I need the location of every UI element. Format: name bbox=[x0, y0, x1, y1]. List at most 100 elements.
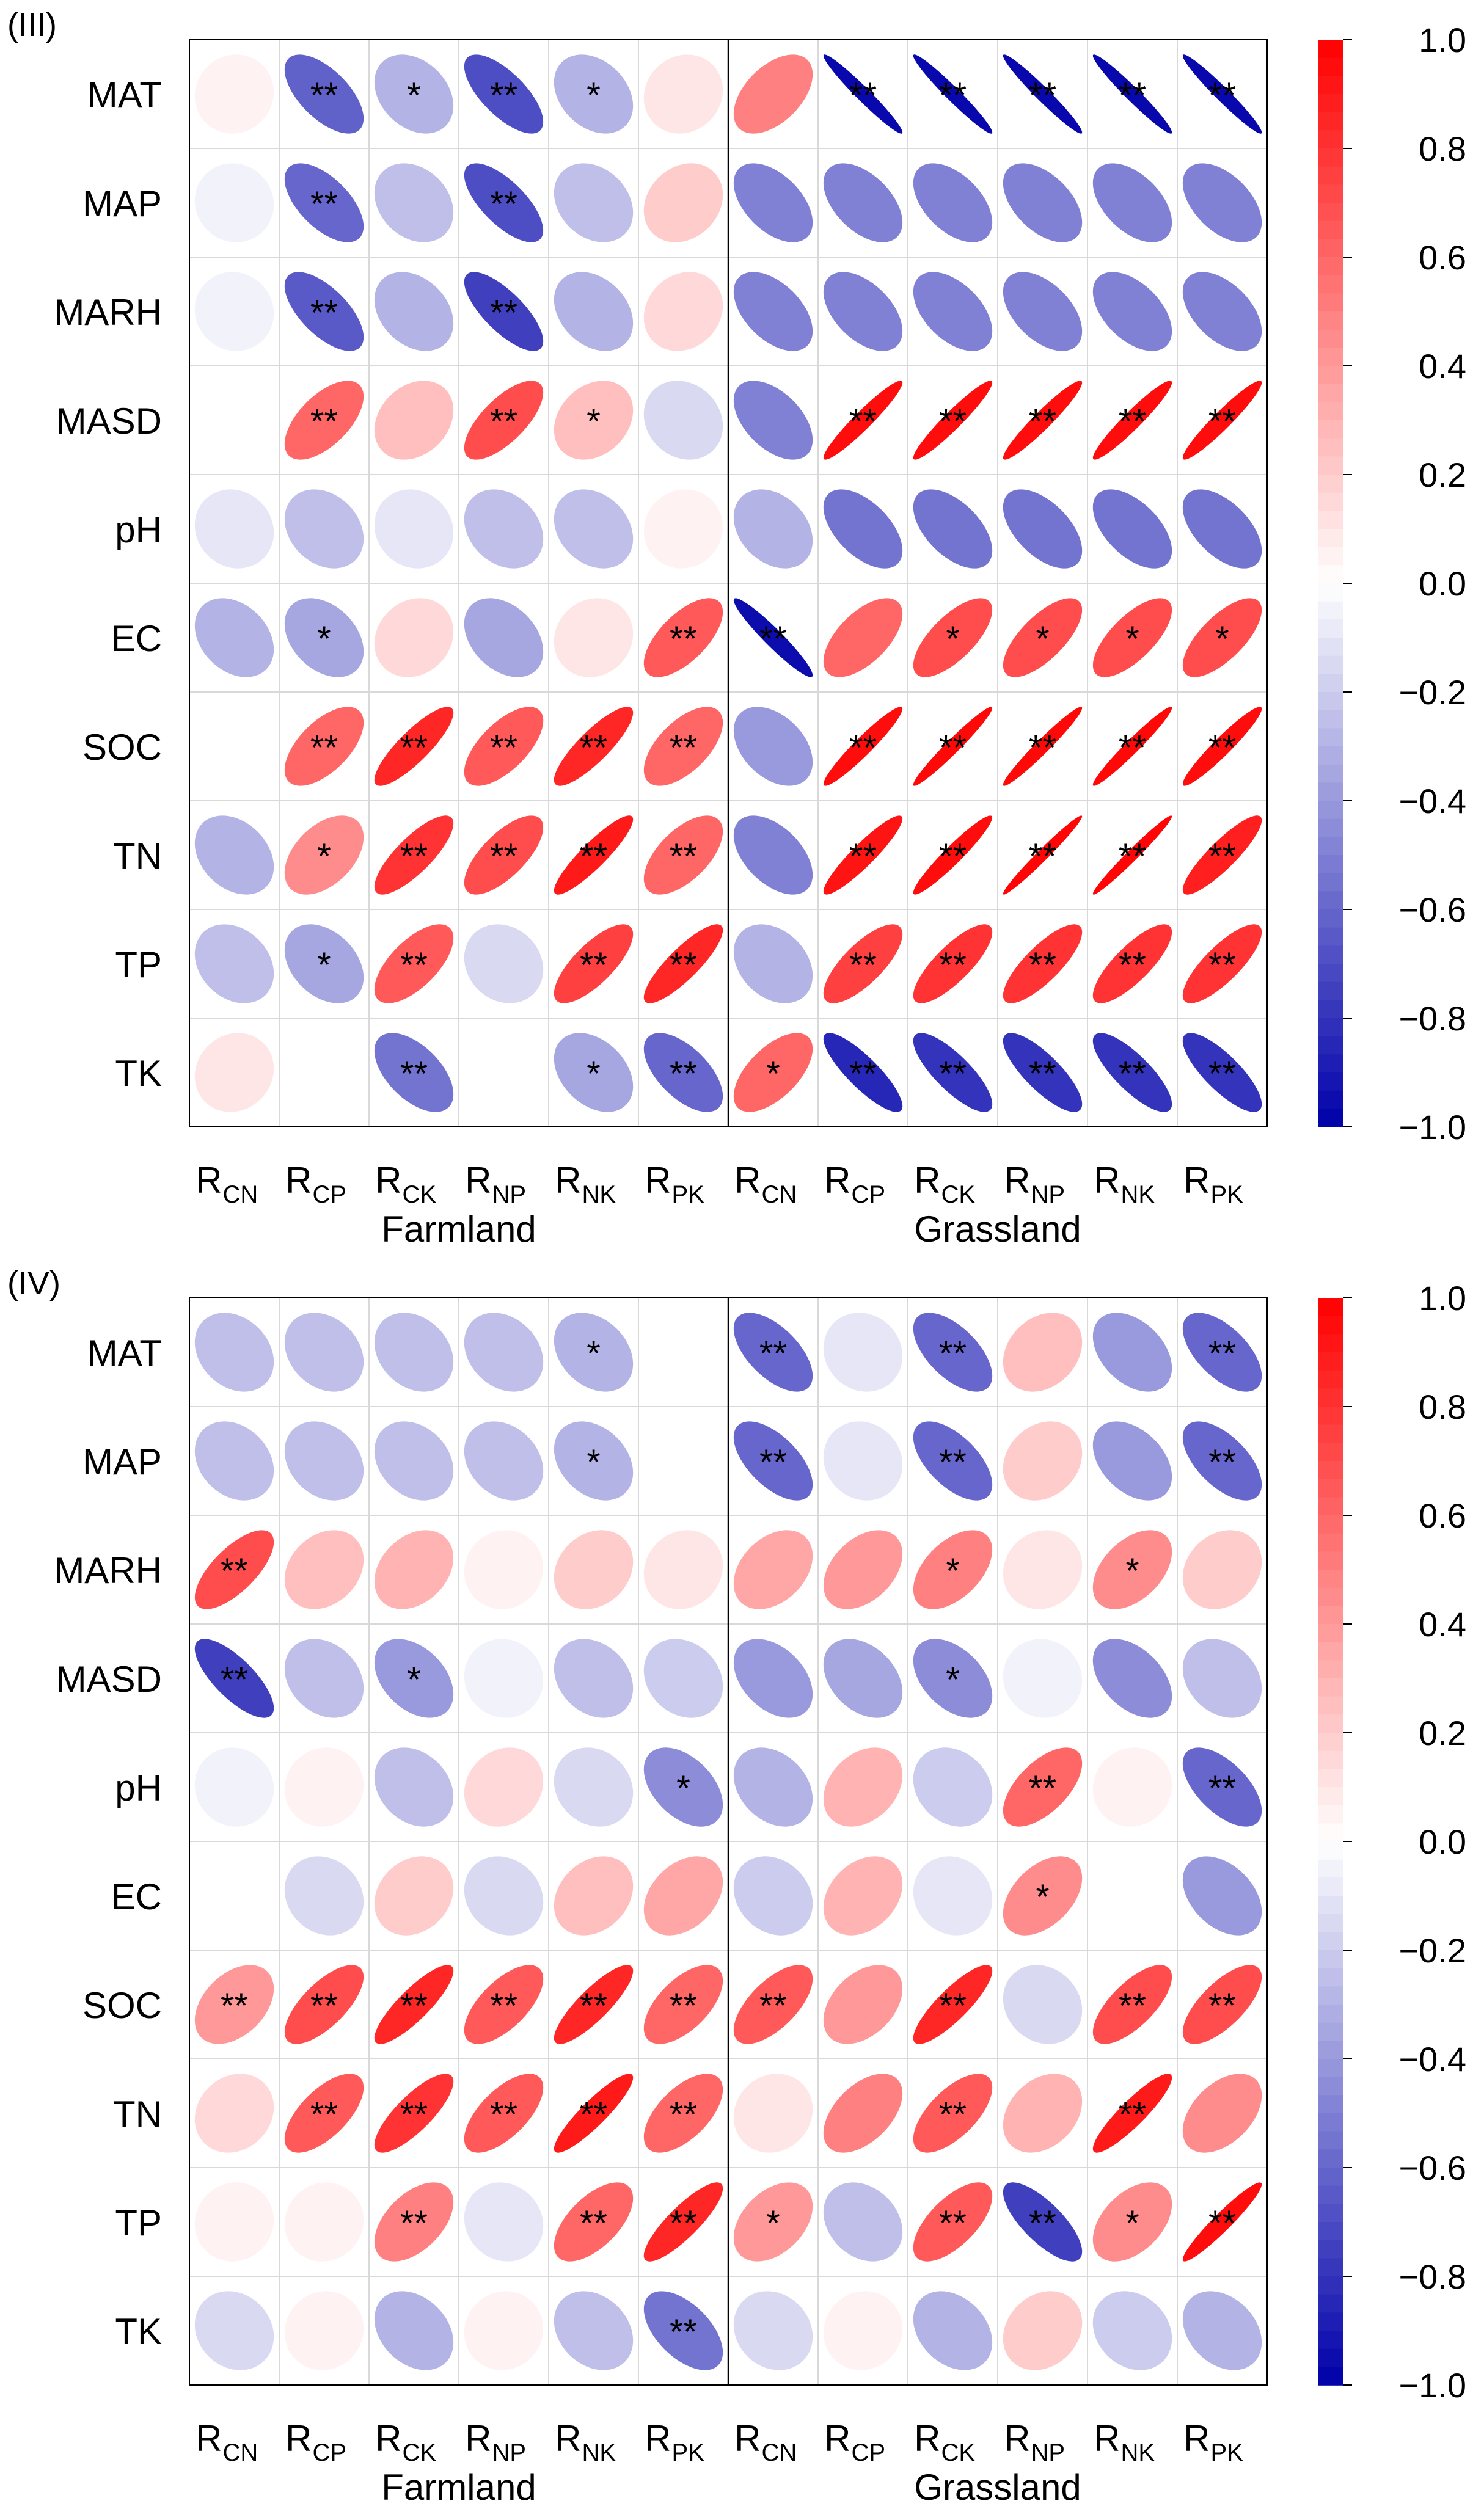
column-label-base: R bbox=[645, 2418, 671, 2459]
correlation-ellipse bbox=[823, 1965, 903, 2044]
colorbar-tick-label: 0.0 bbox=[1419, 564, 1466, 603]
colorbar-step bbox=[1318, 130, 1343, 149]
row-label: MAT bbox=[87, 1333, 162, 1374]
group-label: Grassland bbox=[914, 2467, 1081, 2508]
significance-mark: ** bbox=[400, 2095, 428, 2135]
significance-mark: ** bbox=[310, 2095, 338, 2135]
colorbar-step bbox=[1318, 1750, 1343, 1770]
correlation-ellipse bbox=[1182, 924, 1262, 1003]
significance-mark: ** bbox=[400, 1986, 428, 2026]
correlation-ellipse bbox=[464, 598, 544, 677]
column-label: R CK bbox=[375, 1160, 436, 1208]
significance-mark: * bbox=[587, 1334, 601, 1374]
significance-mark: ** bbox=[1208, 402, 1236, 442]
correlation-ellipse bbox=[823, 2074, 903, 2153]
colorbar-step bbox=[1318, 601, 1343, 621]
colorbar-step bbox=[1318, 1950, 1343, 1969]
significance-mark: ** bbox=[221, 1660, 248, 1700]
colorbar-step bbox=[1318, 818, 1343, 838]
significance-mark: ** bbox=[310, 728, 338, 768]
column-label-base: R bbox=[824, 1160, 850, 1201]
significance-mark: ** bbox=[490, 184, 517, 224]
correlation-ellipse bbox=[284, 707, 364, 786]
colorbar-step bbox=[1318, 57, 1343, 77]
correlation-ellipse bbox=[464, 1530, 544, 1609]
correlation-ellipse bbox=[1182, 1313, 1262, 1392]
correlation-ellipse bbox=[374, 1530, 454, 1609]
colorbar-step bbox=[1318, 1316, 1343, 1335]
correlation-ellipse bbox=[823, 1421, 903, 1501]
correlation-ellipse bbox=[1003, 1421, 1083, 1501]
correlation-ellipse bbox=[554, 2074, 634, 2153]
row-label: MARH bbox=[54, 1550, 162, 1591]
column-label-base: R bbox=[465, 1160, 491, 1201]
panel-label: (IV) bbox=[7, 1265, 60, 1302]
colorbar-step bbox=[1318, 782, 1343, 801]
column-label-base: R bbox=[1094, 1160, 1120, 1201]
colorbar-step bbox=[1318, 547, 1343, 566]
colorbar-step bbox=[1318, 348, 1343, 366]
column-label: R CN bbox=[196, 2418, 258, 2466]
correlation-ellipse bbox=[464, 1747, 544, 1827]
correlation-ellipse bbox=[913, 1033, 993, 1112]
colorbar-tick-label: 1.0 bbox=[1419, 1279, 1466, 1317]
significance-mark: ** bbox=[400, 728, 428, 768]
significance-mark: ** bbox=[939, 2204, 967, 2243]
correlation-ellipse bbox=[554, 489, 634, 569]
correlation-ellipse bbox=[194, 54, 274, 134]
colorbar-step bbox=[1318, 1461, 1343, 1480]
correlation-ellipse bbox=[1092, 1965, 1172, 2044]
row-label: TN bbox=[113, 2094, 162, 2135]
correlation-ellipse bbox=[643, 1639, 723, 1718]
correlation-ellipse bbox=[1092, 2182, 1172, 2262]
significance-mark: * bbox=[587, 402, 601, 442]
correlation-ellipse bbox=[464, 2182, 544, 2262]
significance-mark: * bbox=[946, 1660, 960, 1700]
column-label-base: R bbox=[285, 1160, 312, 1201]
column-label-sub: CN bbox=[762, 1181, 797, 1208]
colorbar-step bbox=[1318, 420, 1343, 439]
colorbar-tick-label: −0.4 bbox=[1398, 782, 1466, 820]
correlation-ellipse bbox=[374, 381, 454, 460]
significance-mark: ** bbox=[1208, 945, 1236, 985]
correlation-ellipse bbox=[913, 707, 993, 786]
correlation-ellipse bbox=[194, 489, 274, 569]
column-label-base: R bbox=[555, 1160, 581, 1201]
correlation-ellipse bbox=[823, 1856, 903, 1936]
colorbar-step bbox=[1318, 1054, 1343, 1073]
significance-mark: ** bbox=[670, 619, 697, 659]
correlation-ellipse bbox=[643, 1747, 723, 1827]
column-label: R CP bbox=[285, 1160, 346, 1208]
correlation-ellipse bbox=[554, 2291, 634, 2370]
correlation-ellipse bbox=[643, 924, 723, 1003]
colorbar-step bbox=[1318, 1424, 1343, 1444]
correlation-ellipse bbox=[464, 1033, 544, 1112]
column-label: R PK bbox=[645, 1160, 704, 1208]
correlation-ellipse bbox=[284, 2291, 364, 2370]
column-label: R NK bbox=[555, 1160, 616, 1208]
significance-mark: ** bbox=[490, 402, 517, 442]
correlation-ellipse bbox=[1003, 1747, 1083, 1827]
correlation-ellipse bbox=[374, 1033, 454, 1112]
colorbar-step bbox=[1318, 1090, 1343, 1110]
correlation-ellipse bbox=[643, 1530, 723, 1609]
row-label: SOC bbox=[82, 1985, 162, 2026]
significance-mark: ** bbox=[849, 76, 877, 115]
colorbar-step bbox=[1318, 945, 1343, 964]
colorbar-step bbox=[1318, 1036, 1343, 1055]
correlation-ellipse bbox=[374, 1639, 454, 1718]
colorbar-step bbox=[1318, 511, 1343, 530]
colorbar-step bbox=[1318, 2204, 1343, 2223]
colorbar-step bbox=[1318, 1823, 1343, 1842]
correlation-ellipse bbox=[194, 272, 274, 351]
colorbar-step bbox=[1318, 1914, 1343, 1933]
colorbar-step bbox=[1318, 1000, 1343, 1019]
colorbar-step bbox=[1318, 456, 1343, 475]
significance-mark: ** bbox=[580, 728, 607, 768]
column-label-sub: PK bbox=[672, 2439, 705, 2466]
significance-mark: ** bbox=[1208, 1054, 1236, 1094]
correlation-ellipse bbox=[823, 815, 903, 895]
significance-mark: ** bbox=[1029, 76, 1056, 115]
row-label: MAP bbox=[82, 183, 162, 224]
colorbar-step bbox=[1318, 2149, 1343, 2168]
